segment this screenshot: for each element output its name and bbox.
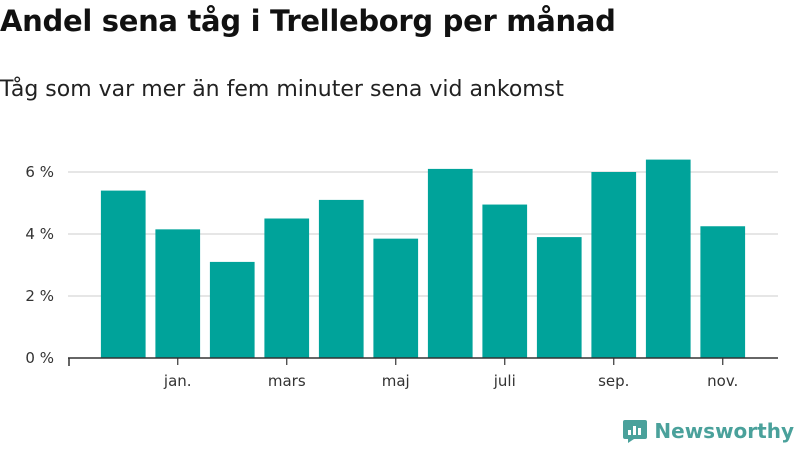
x-tick-label: sep. [598,372,629,390]
bar [536,237,582,358]
x-tick-label: nov. [707,372,738,390]
bar [318,199,364,358]
x-tick-label: maj [382,372,410,390]
bar [591,172,637,358]
x-tick-label: jan. [163,372,192,390]
brand: Newsworthy [622,418,794,444]
bar [100,190,146,358]
y-tick-label: 2 % [25,287,54,305]
bar [209,261,255,358]
bar [264,218,310,358]
newsworthy-logo-icon [623,420,648,443]
y-tick-label: 6 % [25,163,54,181]
x-tick-label: juli [493,372,516,390]
brand-name: Newsworthy [654,419,794,443]
bar [373,238,419,358]
chart-title: Andel sena tåg i Trelleborg per månad [0,4,616,38]
bar [700,226,746,358]
y-tick-label: 4 % [25,225,54,243]
bar [645,159,691,358]
y-tick-label: 0 % [25,349,54,367]
bar [155,229,201,358]
x-tick-label: mars [268,372,306,390]
bar [427,168,473,358]
bar [482,204,528,358]
chart-subtitle: Tåg som var mer än fem minuter sena vid … [0,77,564,102]
